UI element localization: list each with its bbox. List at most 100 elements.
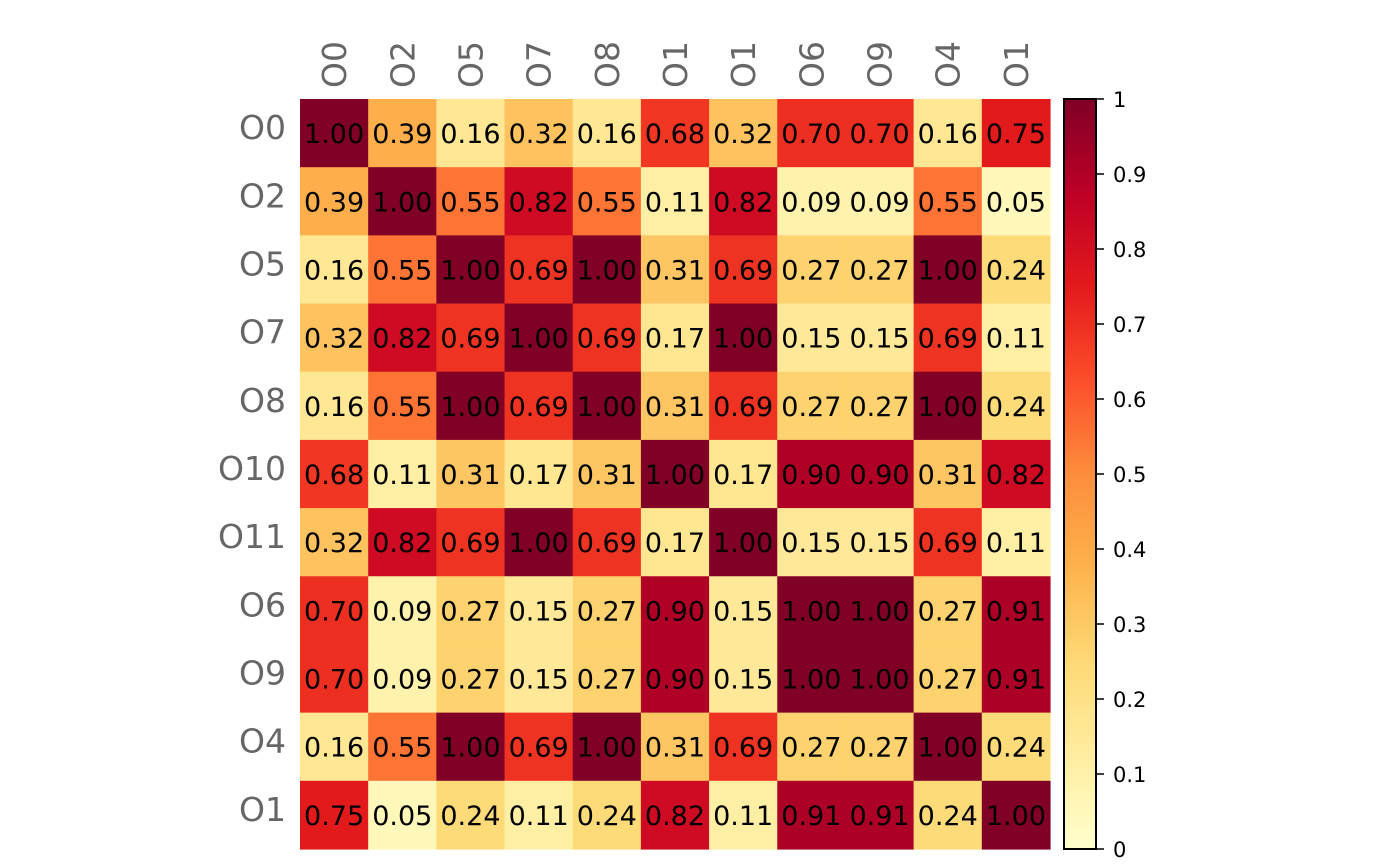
heatmap-cell [777,780,847,850]
cell-value-label: 0.82 [372,324,432,355]
row-label: O0 [239,108,286,147]
cell-value-label: 0.11 [509,801,569,832]
cell-value-label: 1.00 [440,733,500,764]
heatmap-cell [981,167,1051,236]
heatmap-cell [777,576,847,646]
heatmap-cell [845,508,915,577]
heatmap-cell [640,644,710,714]
cell-value-label: 0.55 [577,187,637,218]
cell-value-label: 0.31 [577,460,637,491]
row-labels: O0 O2 O5 O7 O8 O10 O11 O6 O9 O4 O1 [218,108,286,829]
heatmap-cell [640,439,710,509]
cell-value-label: 1.00 [577,733,637,764]
cell-value-label: 0.55 [372,392,432,423]
cell-value-label: 1.00 [577,255,637,286]
row-label: O10 [218,449,286,488]
heatmap-cell [913,99,983,168]
heatmap-cell [572,99,642,168]
row-label: O8 [239,381,286,420]
heatmap-cell [300,439,369,509]
cell-value-label: 0.70 [304,665,364,696]
heatmap-cell [981,371,1051,441]
cell-value-label: 0.69 [509,733,569,764]
cell-value-label: 1.00 [304,119,364,150]
colorbar-tick-label: 1 [1113,88,1126,112]
heatmap-cell [845,371,915,441]
cell-value-label: 1.00 [509,528,569,559]
heatmap-cell [845,780,915,850]
heatmap-cell [981,644,1051,714]
cell-value-label: 0.17 [645,528,705,559]
cell-value-label: 0.16 [304,392,364,423]
cell-value-label: 0.15 [509,665,569,696]
cell-value-label: 0.27 [918,665,978,696]
heatmap-cell [777,371,847,441]
colorbar-tick-label: 0.1 [1113,763,1146,787]
heatmap-cell [845,644,915,714]
heatmap-cell [504,303,574,373]
heatmap-cell [572,780,642,850]
heatmap-cell [368,439,437,509]
heatmap-cell [777,712,847,782]
cell-value-label: 0.09 [781,187,841,218]
heatmap-cell [572,576,642,646]
heatmap-cell [504,712,574,782]
cell-value-label: 0.91 [986,596,1046,627]
cell-value-label: 0.68 [645,119,705,150]
cell-value-label: 0.27 [849,733,909,764]
heatmap-cell [368,712,437,782]
heatmap-cell [709,439,778,509]
heatmap-cell [436,644,506,714]
cell-value-label: 0.11 [645,187,705,218]
cell-value-label: 0.90 [849,460,909,491]
heatmap-cell [981,99,1051,168]
heatmap-cell [981,439,1051,509]
heatmap-cell [709,235,778,305]
heatmap-cell [504,99,574,168]
colorbar-tick-label: 0 [1113,838,1126,862]
cell-value-label: 0.27 [781,255,841,286]
cell-value-label: 0.82 [645,801,705,832]
heatmap-cell [368,780,437,850]
heatmap-cell [777,644,847,714]
heatmap-cell [300,780,369,850]
heatmap-cell [572,303,642,373]
cell-value-label: 0.69 [440,324,500,355]
colorbar-tick-label: 0.4 [1113,538,1146,562]
colorbar-tick-label: 0.2 [1113,688,1146,712]
cell-value-label: 0.91 [849,801,909,832]
heatmap-cell [777,235,847,305]
cell-value-label: 0.32 [509,119,569,150]
heatmap-cell [436,780,506,850]
heatmap-cell [981,235,1051,305]
colorbar-tick-label: 0.8 [1113,238,1146,262]
heatmap-cell [981,780,1051,850]
heatmap-cell [709,371,778,441]
column-label: O7 [520,41,559,88]
heatmap-cell [368,644,437,714]
cell-value-label: 0.15 [713,596,773,627]
cell-value-label: 0.09 [372,596,432,627]
colorbar-tick-label: 0.3 [1113,613,1146,637]
row-label: O7 [239,313,286,352]
column-label: O4 [929,41,968,88]
heatmap-cell [572,644,642,714]
heatmap-cell [913,644,983,714]
heatmap-cell [504,780,574,850]
row-label: O1 [239,790,286,829]
cell-value-label: 0.27 [577,596,637,627]
colorbar: 0 0.1 0.2 0.3 0.4 0.5 0.6 0.7 0.8 0.9 1 [1063,88,1146,862]
cell-value-label: 0.27 [577,665,637,696]
heatmap-cell [981,712,1051,782]
colorbar-tick-label: 0.5 [1113,463,1146,487]
cell-value-label: 0.82 [713,187,773,218]
cell-value-label: 1.00 [849,665,909,696]
heatmap-cell [504,167,574,236]
cell-value-label: 1.00 [986,801,1046,832]
cell-value-label: 0.24 [577,801,637,832]
heatmap-cell [368,576,437,646]
heatmap-cell [436,99,506,168]
cell-value-label: 0.24 [986,392,1046,423]
cell-value-label: 1.00 [713,528,773,559]
cell-value-label: 0.69 [509,255,569,286]
